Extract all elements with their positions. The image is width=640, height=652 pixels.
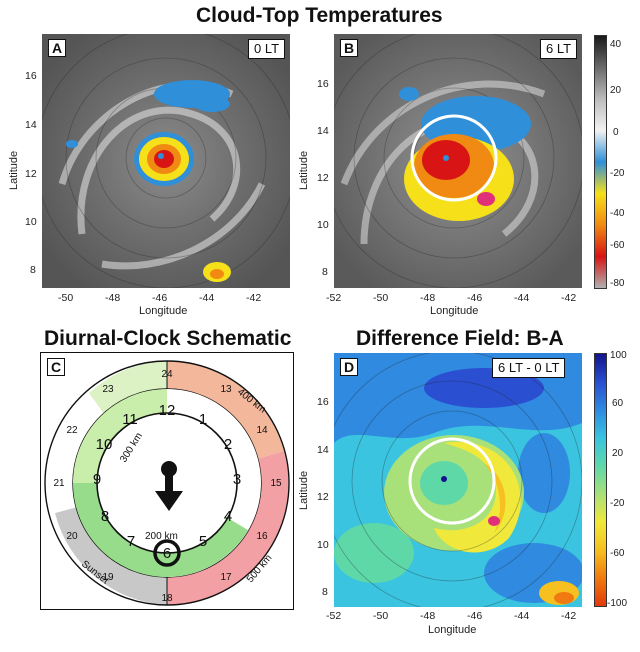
a-xtick: -46 xyxy=(152,292,168,304)
panel-c-label: C xyxy=(47,358,66,376)
outer-hour: 16 xyxy=(256,531,268,542)
b-xtick: -48 xyxy=(420,292,436,304)
d-xtick: -50 xyxy=(373,610,389,622)
temp-colorbar-tick: -80 xyxy=(610,278,625,289)
diff-colorbar-tick: -60 xyxy=(610,548,625,559)
panel-b-map: B 6 LT xyxy=(334,34,582,288)
temp-colorbar-tick: -40 xyxy=(610,208,625,219)
d-xtick: -46 xyxy=(467,610,483,622)
d-ylabel: Latitude xyxy=(298,470,310,510)
panel-c-title: Diurnal-Clock Schematic xyxy=(44,327,292,350)
inner-hour: 2 xyxy=(224,436,232,453)
a-ytick: 16 xyxy=(25,70,37,82)
diurnal-clock: 12 1 2 3 4 5 6 7 8 9 10 11 24 13 14 15 1… xyxy=(44,360,290,606)
figure-title: Cloud-Top Temperatures xyxy=(196,4,443,27)
inner-hour: 6 xyxy=(163,545,171,562)
panel-d-title: Difference Field: B-A xyxy=(356,327,564,350)
inner-hour: 4 xyxy=(224,508,232,525)
outer-hour: 15 xyxy=(270,478,282,489)
inner-hour: 5 xyxy=(199,533,207,550)
inner-hour: 7 xyxy=(127,533,135,550)
d-xtick: -48 xyxy=(420,610,436,622)
temp-colorbar-tick: 0 xyxy=(613,127,619,138)
a-ytick: 12 xyxy=(25,168,37,180)
panel-a-time: 0 LT xyxy=(248,39,286,59)
a-ytick: 8 xyxy=(30,264,36,276)
d-ytick: 8 xyxy=(322,586,328,598)
temp-colorbar-tick: -60 xyxy=(610,240,625,251)
panel-d-time: 6 LT - 0 LT xyxy=(492,358,566,378)
b-ytick: 10 xyxy=(317,219,329,231)
panel-a-map: A 0 LT xyxy=(42,34,290,288)
outer-hour: 21 xyxy=(53,478,65,489)
inner-hour: 12 xyxy=(159,402,176,419)
a-xlabel: Longitude xyxy=(139,305,188,317)
d-ytick: 12 xyxy=(317,491,329,503)
panel-c: 12 1 2 3 4 5 6 7 8 9 10 11 24 13 14 15 1… xyxy=(40,352,294,610)
b-xlabel: Longitude xyxy=(430,305,479,317)
temp-colorbar-tick: 40 xyxy=(610,39,622,50)
temp-colorbar xyxy=(594,35,607,289)
temp-colorbar-tick: 20 xyxy=(610,85,622,96)
b-xtick: -50 xyxy=(373,292,389,304)
outer-hour: 22 xyxy=(66,425,78,436)
diff-colorbar-tick: -20 xyxy=(610,498,625,509)
diff-colorbar-tick: 60 xyxy=(612,398,624,409)
temp-colorbar-tick: -20 xyxy=(610,168,625,179)
inner-hour: 3 xyxy=(233,471,241,488)
panel-a-label: A xyxy=(48,39,67,57)
hour-6-marker xyxy=(153,539,181,567)
d-ytick: 16 xyxy=(317,396,329,408)
diff-colorbar xyxy=(594,353,607,607)
inner-hour: 11 xyxy=(122,411,138,428)
arrow-down-icon xyxy=(155,491,183,511)
inner-hour: 1 xyxy=(199,411,207,428)
outer-hour: 18 xyxy=(161,593,173,604)
b-xtick: -46 xyxy=(467,292,483,304)
panel-b-time: 6 LT xyxy=(540,39,578,59)
d-ytick: 14 xyxy=(317,444,329,456)
inner-hour: 10 xyxy=(96,436,113,453)
b-ytick: 12 xyxy=(317,172,329,184)
outer-hour: 14 xyxy=(256,425,268,436)
outer-hour: 17 xyxy=(220,572,232,583)
a-xtick: -42 xyxy=(246,292,262,304)
inner-hour: 9 xyxy=(93,471,101,488)
d-xtick: -52 xyxy=(326,610,342,622)
panel-d-map: D 6 LT - 0 LT xyxy=(334,353,582,607)
outer-hour: 20 xyxy=(66,531,78,542)
b-xtick: -42 xyxy=(561,292,577,304)
outer-hour: 23 xyxy=(102,384,114,395)
a-ytick: 10 xyxy=(25,216,37,228)
outer-hour: 19 xyxy=(102,572,114,583)
a-xtick: -50 xyxy=(58,292,74,304)
b-ytick: 16 xyxy=(317,78,329,90)
a-ylabel: Latitude xyxy=(8,150,20,190)
inner-hour: 8 xyxy=(101,508,109,525)
d-xtick: -44 xyxy=(514,610,530,622)
diff-colorbar-tick: 100 xyxy=(610,350,627,361)
b-xtick: -44 xyxy=(514,292,530,304)
panel-b-label: B xyxy=(340,39,359,57)
b-ylabel: Latitude xyxy=(298,150,310,190)
a-xtick: -48 xyxy=(105,292,121,304)
a-xtick: -44 xyxy=(199,292,215,304)
d-xtick: -42 xyxy=(561,610,577,622)
b-xtick: -52 xyxy=(326,292,342,304)
a-ytick: 14 xyxy=(25,119,37,131)
d-ytick: 10 xyxy=(317,539,329,551)
km300-label: 300 km xyxy=(118,431,145,465)
b-ytick: 14 xyxy=(317,125,329,137)
panel-d-label: D xyxy=(340,358,359,376)
diff-colorbar-tick: 20 xyxy=(612,448,624,459)
d-xlabel: Longitude xyxy=(428,624,477,636)
diff-colorbar-tick: -100 xyxy=(607,598,628,609)
km200-label: 200 km xyxy=(145,531,178,542)
b-ytick: 8 xyxy=(322,266,328,278)
outer-hour: 24 xyxy=(161,369,173,380)
outer-hour: 13 xyxy=(220,384,232,395)
